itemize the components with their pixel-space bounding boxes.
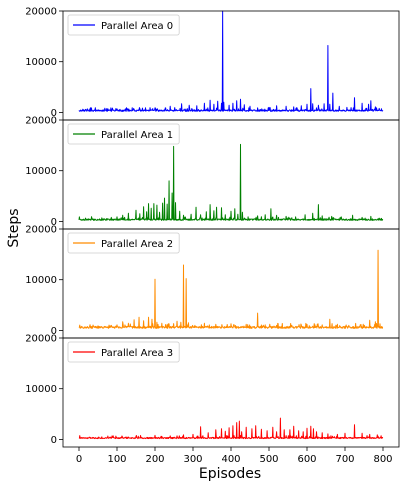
legend: Parallel Area 2: [67, 232, 180, 254]
legend-label: Parallel Area 2: [101, 239, 173, 250]
panels-group: 0 10000 20000 Parallel Area 0 0 10000 20000 Par…: [25, 7, 400, 448]
legend: Parallel Area 0: [67, 14, 180, 36]
y-tick-label: 10000: [25, 166, 57, 177]
legend-label: Parallel Area 3: [101, 348, 173, 359]
y-tick-label: 20000: [25, 7, 57, 18]
legend: Parallel Area 3: [67, 341, 180, 363]
legend-label: Parallel Area 1: [101, 130, 173, 141]
x-tick-label: 600: [297, 454, 316, 465]
x-tick-label: 700: [335, 454, 354, 465]
panel-3: 0 10000 20000 Parallel Area 3: [25, 334, 400, 448]
series-line-1: [78, 143, 384, 221]
legend: Parallel Area 1: [67, 123, 180, 145]
legend-box: [67, 123, 180, 145]
x-tick-label: 500: [259, 454, 278, 465]
y-tick-label: 0: [51, 108, 57, 119]
x-tick-label: 300: [183, 454, 202, 465]
series-line-3: [78, 417, 384, 440]
legend-box: [67, 341, 180, 363]
y-tick-label: 10000: [25, 275, 57, 286]
y-tick-label: 20000: [25, 334, 57, 345]
y-tick-label: 20000: [25, 116, 57, 127]
x-tick-label: 100: [107, 454, 126, 465]
x-axis-label: Episodes: [199, 466, 261, 482]
x-tick-label: 0: [76, 454, 82, 465]
y-axis-label: Steps: [6, 208, 22, 247]
y-tick-label: 0: [51, 435, 57, 446]
y-tick-label: 10000: [25, 384, 57, 395]
x-tick-label: 800: [373, 454, 392, 465]
series-line-0: [78, 10, 384, 112]
panel-2: 0 10000 20000 Parallel Area 2: [25, 225, 400, 339]
series-line-2: [78, 249, 384, 329]
x-axis: 0 100 200 300 400 500 600 700 800: [76, 447, 393, 465]
legend-box: [67, 232, 180, 254]
y-tick-label: 20000: [25, 225, 57, 236]
legend-box: [67, 14, 180, 36]
y-tick-label: 0: [51, 326, 57, 337]
y-tick-label: 10000: [25, 57, 57, 68]
x-tick-label: 200: [145, 454, 164, 465]
x-tick-label: 400: [221, 454, 240, 465]
legend-label: Parallel Area 0: [101, 21, 173, 32]
y-tick-label: 0: [51, 217, 57, 228]
